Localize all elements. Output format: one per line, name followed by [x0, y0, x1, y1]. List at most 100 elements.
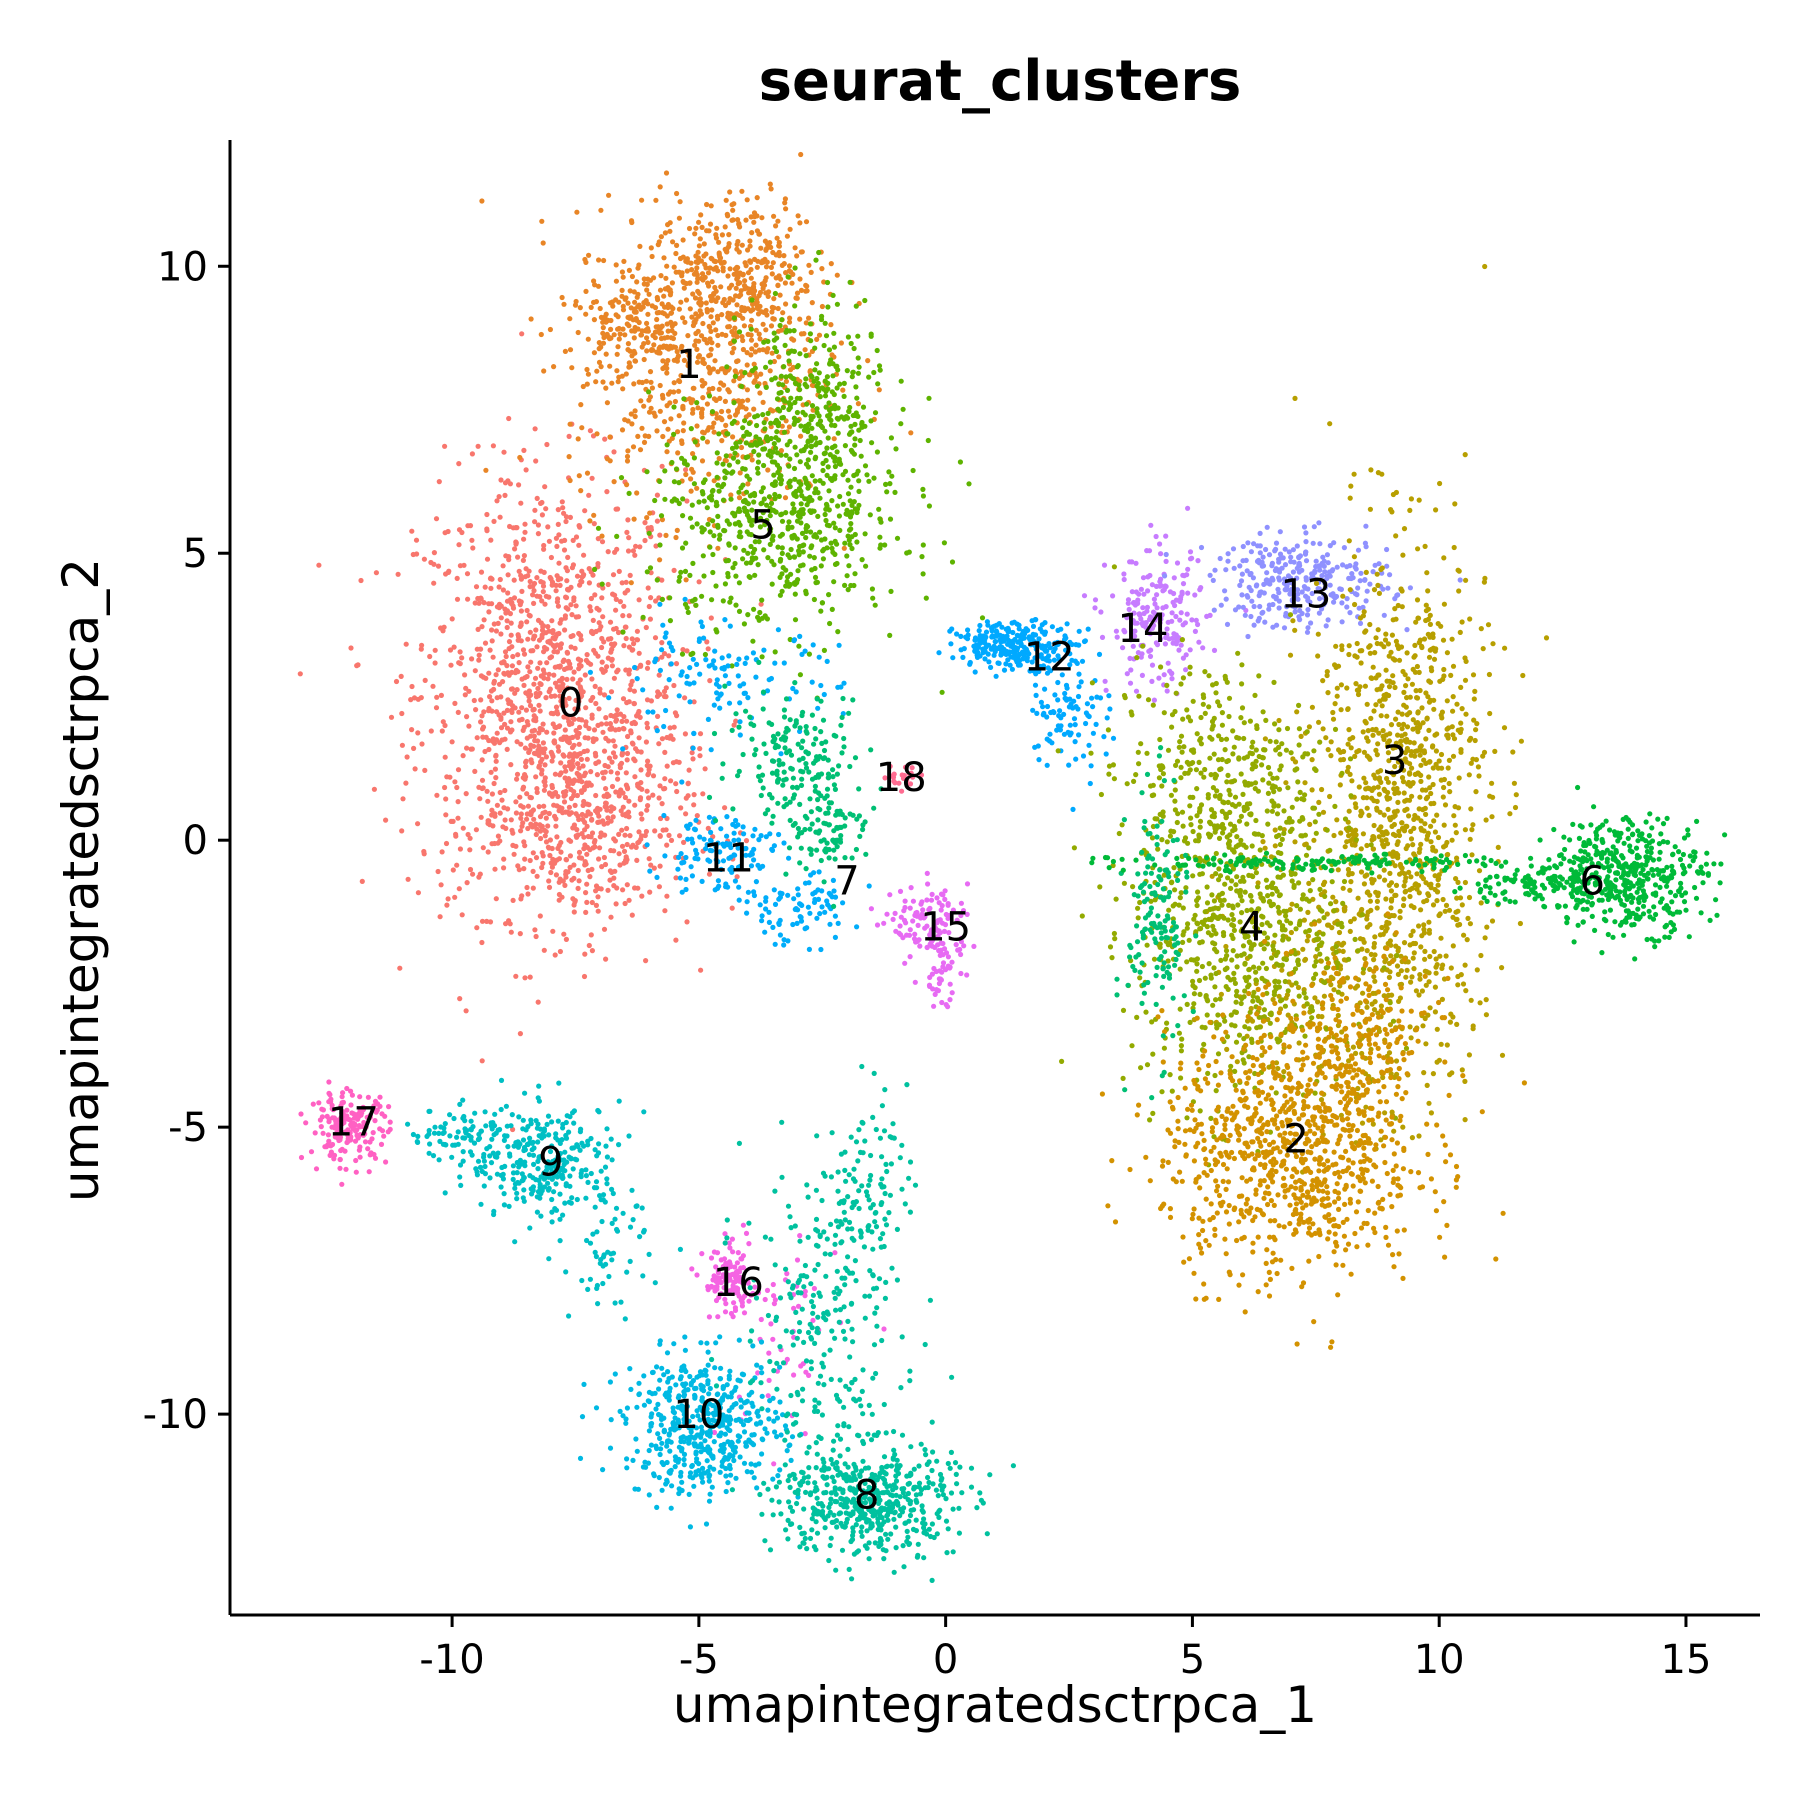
- data-point: [857, 437, 863, 444]
- data-point: [736, 533, 742, 540]
- data-point: [707, 847, 713, 854]
- data-point: [768, 500, 775, 506]
- data-point: [699, 271, 706, 277]
- data-point: [685, 609, 691, 616]
- data-point: [609, 725, 615, 731]
- cluster-12-points: [1030, 624, 1117, 813]
- data-point: [454, 862, 460, 868]
- data-point: [852, 436, 858, 442]
- data-point: [1148, 522, 1154, 528]
- data-point: [607, 434, 613, 440]
- data-point: [576, 542, 582, 548]
- data-point: [692, 295, 699, 301]
- data-point: [838, 340, 845, 346]
- data-point: [460, 753, 466, 759]
- data-point: [754, 383, 761, 389]
- data-point: [502, 671, 508, 677]
- data-point: [1151, 596, 1157, 602]
- data-point: [626, 535, 632, 541]
- data-point: [613, 901, 619, 907]
- data-point: [611, 875, 617, 881]
- data-point: [534, 786, 540, 792]
- data-point: [706, 393, 713, 399]
- data-point: [804, 401, 810, 407]
- data-point: [772, 496, 778, 502]
- data-point: [722, 475, 728, 481]
- data-point: [849, 545, 855, 552]
- data-point: [667, 618, 674, 624]
- data-point: [788, 546, 794, 553]
- data-point: [733, 711, 739, 717]
- data-point: [578, 756, 585, 763]
- data-point: [539, 512, 546, 518]
- data-point: [316, 562, 322, 568]
- data-point: [690, 451, 696, 457]
- data-point: [685, 333, 691, 339]
- data-point: [673, 466, 680, 472]
- data-point: [611, 626, 617, 632]
- data-point: [805, 439, 811, 445]
- data-point: [778, 751, 784, 757]
- data-point: [542, 775, 548, 781]
- data-point: [679, 779, 685, 785]
- data-point: [812, 725, 818, 732]
- data-point: [631, 335, 637, 341]
- data-point: [562, 537, 568, 544]
- data-point: [1301, 524, 1308, 530]
- data-point: [815, 817, 821, 823]
- data-point: [809, 403, 816, 409]
- data-point: [867, 512, 873, 518]
- data-point: [787, 799, 793, 805]
- data-point: [540, 589, 546, 595]
- data-point: [718, 284, 724, 290]
- data-point: [804, 481, 810, 487]
- data-point: [790, 795, 796, 801]
- data-point: [690, 406, 696, 413]
- data-point: [631, 701, 638, 707]
- data-point: [680, 237, 686, 243]
- data-point: [698, 619, 704, 625]
- data-point: [1178, 610, 1184, 616]
- data-point: [772, 901, 779, 908]
- data-point: [560, 681, 566, 687]
- data-point: [1149, 662, 1156, 668]
- data-point: [670, 335, 677, 342]
- data-point: [655, 242, 661, 248]
- data-point: [722, 581, 729, 587]
- data-point: [682, 568, 689, 575]
- data-point: [665, 328, 671, 334]
- data-point: [689, 873, 696, 879]
- data-point: [620, 696, 627, 702]
- data-point: [831, 782, 838, 788]
- data-point: [831, 828, 837, 834]
- data-point: [813, 257, 819, 263]
- data-point: [823, 404, 829, 410]
- data-point: [621, 258, 627, 264]
- data-point: [540, 240, 546, 246]
- data-point: [822, 320, 828, 326]
- data-point: [797, 514, 803, 520]
- data-point: [608, 818, 614, 824]
- data-point: [559, 499, 565, 505]
- data-point: [782, 745, 788, 751]
- data-point: [705, 270, 712, 276]
- data-point: [716, 250, 722, 256]
- data-point: [832, 561, 839, 568]
- data-point: [510, 653, 516, 660]
- data-point: [575, 832, 581, 838]
- data-point: [761, 547, 767, 553]
- data-point: [572, 802, 578, 809]
- data-point: [803, 761, 809, 767]
- data-point: [1009, 666, 1016, 672]
- data-point: [1088, 763, 1094, 769]
- data-point: [736, 495, 743, 501]
- data-point: [596, 607, 602, 613]
- data-point: [754, 264, 760, 270]
- data-point: [561, 931, 567, 937]
- data-point: [570, 758, 576, 764]
- data-point: [502, 721, 508, 727]
- data-point: [661, 255, 667, 261]
- data-point: [748, 352, 754, 358]
- data-point: [776, 493, 782, 499]
- data-point: [830, 292, 836, 298]
